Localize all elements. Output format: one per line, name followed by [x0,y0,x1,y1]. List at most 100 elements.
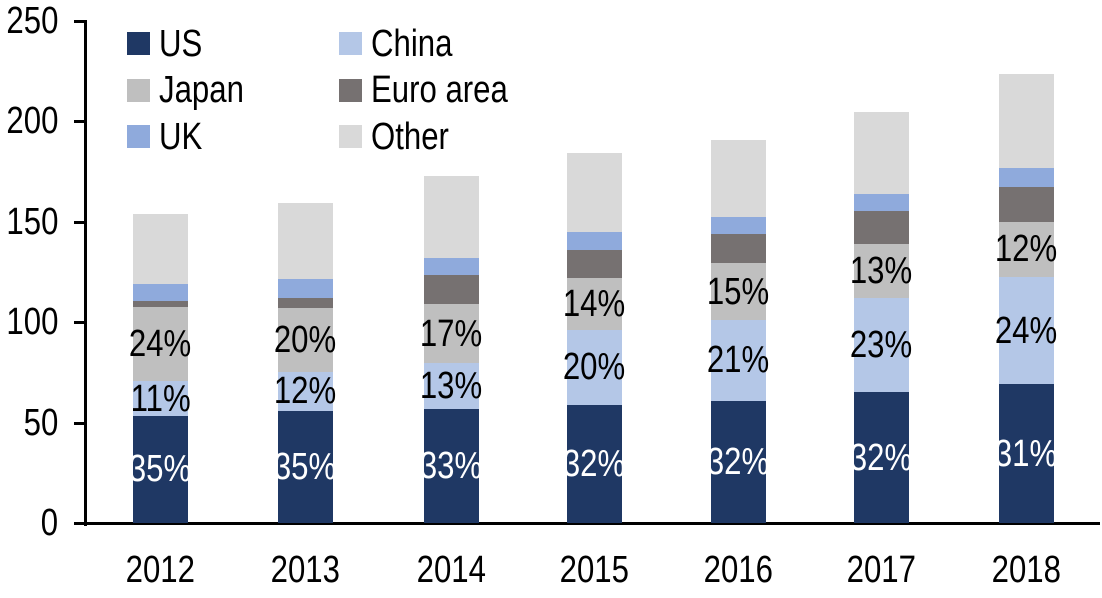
bar-segment-other-2016 [710,139,766,217]
y-axis-label-text: 150 [6,200,58,243]
bar-segment-uk-2017 [854,193,909,211]
data-label-china-2016: 21% [706,339,770,382]
x-axis-label-text: 2014 [416,549,486,591]
bar-segment-uk-2012 [133,284,188,302]
y-axis-label-text: 50 [23,401,58,444]
bar-segment-china-2018: 24% [995,277,1057,385]
bar-segment-japan-2014: 17% [420,304,482,364]
legend-swatch-china [339,32,362,55]
data-label-china-2013: 12% [274,370,337,413]
data-label-japan-2014: 17% [419,312,483,355]
y-axis-label-text: 250 [6,0,58,42]
x-axis-line [84,522,1100,525]
bar-segment-china-2017: 23% [850,298,913,393]
bar-segment-us-2015: 32% [563,404,626,523]
y-axis-tick [74,20,87,23]
bar-2017: 32% 23% 13% [850,112,913,523]
data-label-us-2015: 32% [563,442,626,485]
data-label-china-2012: 11% [130,377,191,420]
bar-segment-us-2016: 32% [707,400,769,523]
bar-segment-uk-2015 [567,231,622,250]
bar-2014: 33% 13% 17% [420,175,482,523]
bar-segment-euro-area-2015 [567,249,622,279]
data-label-us-2016: 32% [706,440,770,483]
data-label-japan-2016: 15% [706,270,770,313]
y-axis-tick [74,120,87,124]
x-axis-label-text: 2013 [270,549,341,591]
y-axis-label-text: 100 [6,301,58,344]
y-axis-label-text: 200 [6,100,58,143]
data-label-us-2014: 33% [419,444,483,487]
bar-segment-china-2014: 13% [420,363,482,409]
bar-segment-uk-2014 [423,257,479,276]
y-axis-label-text: 0 [40,502,58,544]
bar-segment-us-2018: 31% [995,384,1057,523]
bar-segment-japan-2015: 14% [563,278,626,331]
legend-swatch-japan [127,78,150,102]
y-axis-tick [74,321,87,325]
bar-2016: 32% 21% 15% [707,139,769,523]
bar-segment-uk-2016 [710,216,766,234]
legend-label-china: China [371,22,453,65]
x-axis-label-text: 2015 [559,549,630,591]
bar-segment-japan-2018: 12% [995,221,1057,278]
legend-swatch-uk [127,125,150,148]
x-axis-label-text: 2016 [703,549,773,591]
legend-label-japan: Japan [159,69,244,111]
data-label-japan-2013: 20% [274,319,337,362]
bar-segment-us-2013: 35% [274,410,337,523]
bar-segment-other-2015 [567,152,622,232]
bar-segment-china-2016: 21% [707,320,769,401]
legend-swatch-other [339,125,362,148]
data-label-china-2018: 24% [994,309,1058,352]
bar-segment-other-2017 [854,112,909,194]
bar-segment-other-2013 [278,202,333,280]
y-axis-tick [74,421,87,425]
bar-segment-us-2014: 33% [420,408,482,523]
bar-segment-euro-area-2018 [998,186,1054,222]
bar-segment-other-2012 [133,213,188,285]
y-axis-line [84,20,87,526]
bar-segment-other-2018 [998,74,1054,168]
bar-segment-us-2017: 32% [850,392,913,523]
data-label-us-2018: 31% [994,432,1058,475]
bar-segment-uk-2018 [998,167,1054,187]
legend-label-other: Other [371,115,449,158]
bar-2018: 31% 24% 12% [995,74,1057,523]
bar-segment-china-2015: 20% [563,330,626,405]
data-label-china-2015: 20% [563,346,626,389]
data-label-us-2017: 32% [850,436,913,479]
legend-swatch-us [127,32,150,55]
data-label-japan-2017: 13% [850,249,913,292]
data-label-us-2013: 35% [274,445,337,488]
bar-segment-uk-2013 [278,279,333,299]
bar-segment-euro-area-2013 [278,298,333,309]
bar-segment-japan-2016: 15% [707,262,769,321]
bar-segment-euro-area-2016 [710,233,766,263]
x-axis-label-text: 2018 [991,549,1061,591]
legend-label-uk: UK [159,115,203,158]
data-label-china-2014: 13% [419,364,483,407]
y-axis-tick [74,220,87,224]
y-axis-tick [74,522,87,525]
legend-swatch-euro-area [339,78,362,102]
bar-segment-us-2012: 35% [129,415,192,523]
bar-segment-euro-area-2014 [423,275,479,305]
bar-segment-china-2012: 11% [130,377,191,420]
bar-segment-japan-2012: 24% [129,307,192,382]
data-label-china-2017: 23% [850,324,913,367]
x-axis-label-text: 2012 [125,549,196,591]
bar-segment-china-2013: 12% [274,372,337,411]
bar-2013: 35% 12% 20% [274,202,337,523]
bar-segment-other-2014 [423,175,479,258]
bar-segment-euro-area-2017 [854,210,909,244]
bar-segment-euro-area-2012 [133,301,188,308]
x-axis-label-text: 2017 [846,549,917,591]
legend-label-us: US [159,22,203,65]
bar-segment-japan-2013: 20% [274,308,337,373]
bar-2012: 35% 11% 24% [129,213,192,523]
bar-2015: 32% 20% 14% [563,152,626,523]
data-label-japan-2018: 12% [994,228,1058,271]
legend-label-euro-area: Euro area [371,69,508,111]
